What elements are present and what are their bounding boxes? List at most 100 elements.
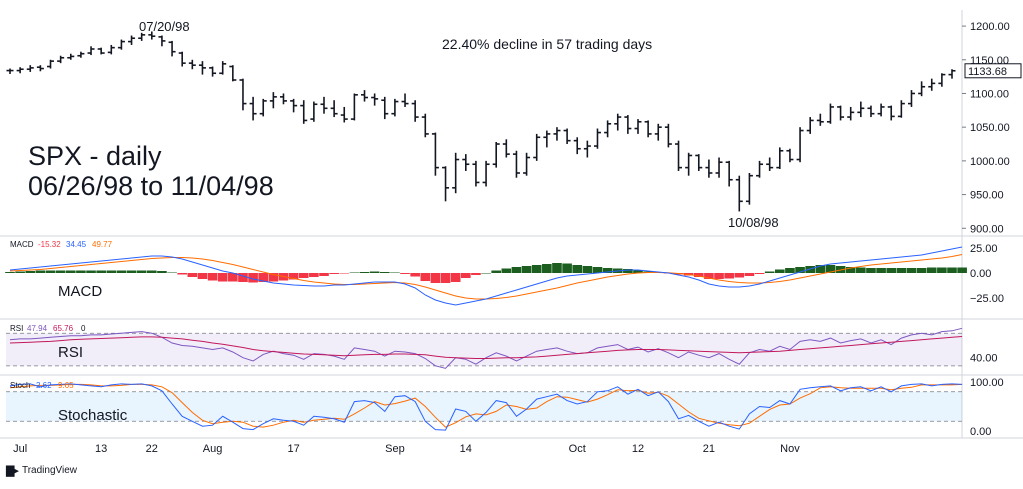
bottom-date-annotation: 10/08/98 <box>728 215 779 230</box>
macd-histogram-bar <box>572 265 583 273</box>
macd-histogram-bar <box>76 270 86 273</box>
ohlc-bar <box>664 123 672 148</box>
ohlc-bar <box>188 59 196 70</box>
macd-histogram-bar <box>481 273 491 274</box>
macd-histogram-bar <box>501 268 512 273</box>
ohlc-bar <box>330 100 338 118</box>
macd-histogram-bar <box>724 273 734 279</box>
macd-histogram-bar <box>460 273 471 278</box>
time-axis[interactable]: Jul 13 22 Aug 17 Sep 14 Oct 12 21 Nov <box>0 437 962 455</box>
macd-legend[interactable]: MACD -15.32 34.45 49.77 <box>10 240 113 249</box>
ohlc-bar <box>350 93 358 121</box>
ohlc-bar <box>918 81 926 97</box>
macd-pane: 25.00 0.00 −25.00 <box>5 243 1004 306</box>
ohlc-bar <box>229 65 237 82</box>
macd-histogram-bar <box>369 271 380 273</box>
rsi-legend[interactable]: RSI 47.94 65.76 0 <box>10 324 86 333</box>
ohlc-bar <box>310 101 318 122</box>
macd-signal-line <box>9 254 963 300</box>
decline-annotation: 22.40% decline in 57 trading days <box>442 36 652 52</box>
ohlc-bar <box>614 113 622 131</box>
macd-histogram-bar <box>592 267 603 273</box>
macd-histogram-bar <box>35 270 46 273</box>
macd-histogram-bar <box>714 273 724 279</box>
stoch-band-fill <box>6 391 962 422</box>
macd-histogram-bar <box>187 273 198 277</box>
ohlc-bar <box>158 35 166 47</box>
ohlc-bar <box>320 96 328 114</box>
macd-histogram-bar <box>248 273 258 283</box>
ohlc-bar <box>806 117 814 134</box>
macd-tick-label: −25.00 <box>970 293 1004 305</box>
macd-histogram-bar <box>947 267 957 273</box>
ohlc-bar <box>928 78 936 91</box>
stoch-tick-label: 0.00 <box>970 426 991 438</box>
stoch-legend[interactable]: Stoch 2.62 9.65 <box>10 381 74 390</box>
price-axis[interactable]: 1200.001150.001100.001050.001000.00950.0… <box>962 21 1010 235</box>
time-tick-label: Nov <box>780 443 800 455</box>
macd-histogram-bar <box>258 273 269 282</box>
macd-histogram-bar <box>65 270 76 273</box>
ohlc-bar <box>583 140 591 158</box>
macd-histogram-bar <box>410 273 420 277</box>
macd-histogram-bar <box>623 269 633 273</box>
ohlc-bar <box>847 106 855 121</box>
svg-text:-15.32: -15.32 <box>38 240 61 249</box>
macd-histogram-bar <box>582 266 593 273</box>
tradingview-wordmark: TradingView <box>21 465 78 476</box>
price-tick-label: 1000.00 <box>970 156 1010 168</box>
time-tick-label: 13 <box>95 443 107 455</box>
macd-pane-label: MACD <box>58 283 102 300</box>
ohlc-bar <box>442 166 450 202</box>
macd-histogram-bar <box>268 273 279 282</box>
ohlc-bar <box>26 65 34 72</box>
macd-histogram-bar <box>815 265 826 273</box>
tradingview-logo[interactable]: ▇▸ TradingView <box>6 464 77 477</box>
ohlc-bar <box>857 101 865 118</box>
ohlc-bar <box>259 98 267 117</box>
ohlc-bar <box>128 35 136 45</box>
macd-histogram-bar <box>329 273 339 274</box>
ohlc-bar <box>786 148 794 163</box>
svg-text:34.45: 34.45 <box>66 240 87 249</box>
ohlc-bar <box>269 92 277 109</box>
macd-histogram-bar <box>957 267 967 273</box>
time-tick-label: 22 <box>146 443 158 455</box>
price-tick-label: 1100.00 <box>970 88 1009 100</box>
macd-histogram-bar <box>217 273 228 282</box>
time-tick-label: Jul <box>13 443 27 455</box>
price-bars <box>6 31 956 212</box>
svg-text:0: 0 <box>81 324 86 333</box>
ohlc-bar <box>47 59 55 69</box>
svg-text:2.62: 2.62 <box>36 381 52 390</box>
macd-histogram-bar <box>45 270 56 273</box>
ohlc-bar <box>361 90 369 102</box>
macd-histogram-bar <box>856 267 866 273</box>
macd-histogram-bar <box>704 273 714 279</box>
macd-histogram-bar <box>238 273 248 282</box>
macd-histogram-bar <box>471 273 481 275</box>
macd-histogram-bar <box>420 273 431 281</box>
macd-histogram-bar <box>744 273 755 276</box>
macd-histogram-bar <box>602 268 613 273</box>
price-tick-label: 1050.00 <box>970 122 1010 134</box>
ohlc-bar <box>472 160 480 187</box>
macd-histogram-bar <box>15 271 25 273</box>
macd-histogram-bar <box>359 272 370 273</box>
ohlc-bar <box>16 67 24 74</box>
ohlc-bar <box>563 128 571 145</box>
macd-histogram-bar <box>440 273 451 283</box>
time-tick-label: Aug <box>203 443 223 455</box>
price-tick-label: 900.00 <box>970 223 1004 235</box>
ohlc-bar <box>796 127 804 163</box>
ohlc-bar <box>421 113 429 138</box>
ohlc-bar <box>826 103 834 124</box>
macd-histogram-bar <box>309 273 319 277</box>
ohlc-bar <box>279 93 287 105</box>
ohlc-bar <box>300 100 308 124</box>
rsi-tick-label: 40.00 <box>970 353 998 365</box>
ohlc-bar <box>492 142 500 168</box>
macd-histogram-bar <box>126 270 137 273</box>
